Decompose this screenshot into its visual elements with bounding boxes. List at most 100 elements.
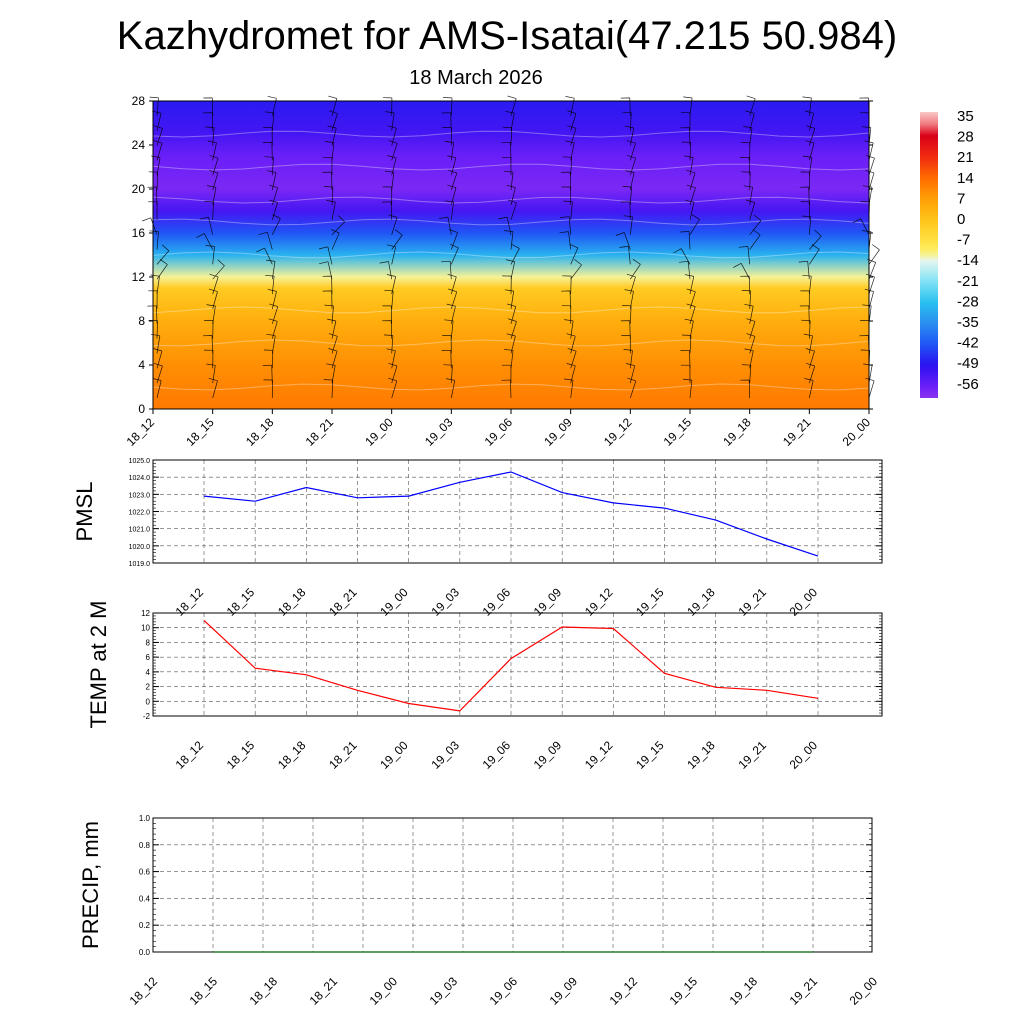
x-tick-label: 19_21 [735, 585, 769, 619]
wind-barb [504, 170, 514, 191]
y-tick-label: 1020.0 [129, 544, 151, 551]
wind-barb [263, 349, 274, 369]
x-tick-label: 19_03 [422, 415, 456, 449]
wind-barb [682, 378, 693, 399]
wind-barb [196, 233, 214, 250]
wind-barb [564, 319, 574, 339]
wind-barb [809, 229, 822, 250]
y-tick-label: 1022.0 [129, 510, 151, 517]
wind-barb [386, 348, 396, 369]
wind-barb [615, 232, 631, 250]
x-tick-label: 18_18 [275, 738, 309, 772]
heatmap-contour [152, 218, 870, 226]
x-tick-label: 19_15 [661, 415, 695, 449]
wind-barb [619, 246, 631, 265]
wind-barb [565, 140, 575, 161]
wind-barb [741, 171, 751, 191]
upper-air-heatmap: 0 4 8 12 16 20 24 28 18_12 18_15 18_18 18_21 19_00 19… [124, 94, 880, 449]
y-tick-label: 1023.0 [129, 492, 151, 499]
wind-barb [322, 171, 333, 191]
y-tick-label: 1024.0 [129, 475, 151, 482]
wind-barb [802, 274, 812, 295]
wind-barb [868, 244, 880, 265]
y-tick-label: 0.0 [139, 948, 151, 957]
wind-barb [153, 140, 163, 161]
x-tick-label: 20_00 [787, 585, 821, 619]
y-tick-label: 16 [132, 226, 146, 240]
wind-barb [323, 379, 334, 399]
wind-barb [147, 305, 158, 324]
wind-barb [446, 303, 456, 324]
wind-barb [566, 363, 576, 384]
colorbar-label: -49 [957, 355, 979, 372]
wind-barb [327, 125, 337, 146]
y-tick-label: 1.0 [139, 814, 151, 823]
wind-barb [570, 259, 582, 280]
colorbar-label: -14 [957, 252, 979, 269]
colorbar-label: 21 [957, 149, 974, 166]
wind-barb [505, 259, 516, 280]
wind-barb [503, 230, 514, 250]
wind-barb [269, 303, 279, 324]
wind-barb [384, 289, 394, 309]
x-tick-label: 18_12 [173, 585, 207, 619]
x-tick-label: 18_15 [187, 974, 221, 1008]
wind-barb [684, 318, 694, 339]
y-tick-label: 2 [146, 683, 151, 692]
wind-barb [142, 217, 158, 235]
y-tick-label: 1025.0 [129, 458, 151, 465]
x-tick-label: 19_03 [428, 738, 462, 772]
wind-barb [387, 155, 397, 176]
wind-barb [623, 349, 633, 369]
wind-barb [501, 379, 512, 399]
x-tick-label: 18_21 [326, 738, 360, 772]
x-tick-label: 18_21 [326, 585, 360, 619]
x-tick-label: 19_18 [720, 415, 754, 449]
wind-barb [207, 140, 217, 161]
heatmap-contour [152, 196, 870, 204]
wind-barb [561, 290, 572, 309]
wind-barb [679, 260, 691, 280]
y-tick-label: 12 [141, 609, 150, 618]
colorbar-strip [920, 112, 938, 398]
wind-barb [561, 171, 572, 191]
wind-barb [681, 141, 692, 161]
series-line [203, 471, 819, 557]
wind-barb [744, 303, 754, 324]
temperature-colorbar: 35 28 21 14 7 0 -7 -14 -21 -28 -35 -42 -49 -56 [920, 108, 979, 398]
wind-barb [444, 141, 454, 161]
wind-barb [801, 319, 811, 339]
x-tick-label: 18_18 [275, 585, 309, 619]
y-tick-label: 8 [138, 314, 145, 328]
wind-barb [852, 218, 870, 235]
wind-barb [865, 155, 875, 176]
wind-barb [149, 230, 159, 250]
y-tick-label: 28 [132, 94, 146, 108]
wind-barb [510, 243, 520, 265]
colorbar-label: -42 [957, 335, 979, 352]
wind-barb [504, 289, 515, 309]
wind-barb [212, 259, 225, 280]
wind-barb [385, 111, 395, 131]
wind-barb [267, 288, 277, 309]
x-tick-label: 19_15 [633, 738, 667, 772]
wind-barb [447, 273, 457, 295]
colorbar-label: -28 [957, 293, 979, 310]
x-tick-label: 18_12 [173, 738, 207, 772]
wind-barb [680, 231, 691, 250]
x-tick-label: 19_15 [667, 974, 701, 1008]
wind-barb [319, 246, 333, 265]
wind-barb [805, 140, 815, 161]
wind-barb [622, 305, 632, 324]
wind-barb [382, 320, 393, 339]
temp-2m-chart: -2 0 2 4 6 8 10 12 18_12 18_15 18_18 18_21 19_00 19_0… [86, 601, 883, 772]
colorbar-label: -21 [957, 273, 979, 290]
x-tick-label: 19_00 [377, 738, 411, 772]
wind-barb [388, 214, 398, 235]
wind-barb [150, 333, 161, 354]
x-tick-label: 19_09 [531, 585, 565, 619]
wind-barb [199, 216, 214, 235]
x-tick-label: 19_18 [727, 974, 761, 1008]
wind-barb [798, 260, 810, 280]
x-tick-label: 19_00 [377, 585, 411, 619]
